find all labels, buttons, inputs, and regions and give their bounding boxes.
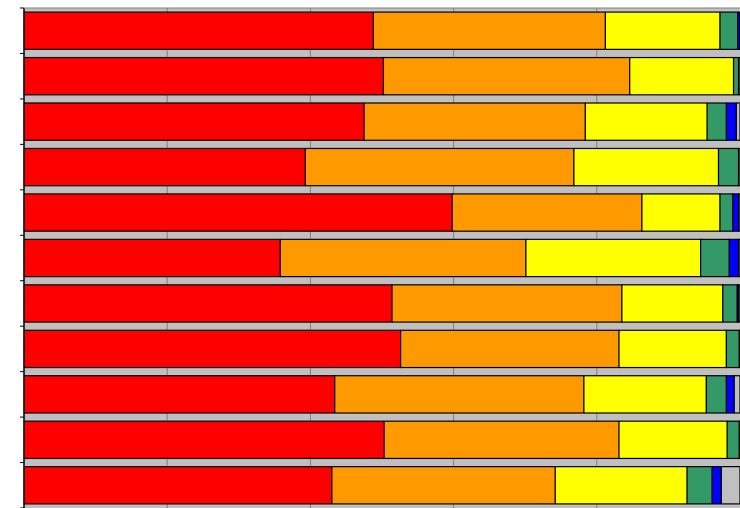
bar-segment [400,329,620,369]
bar-segment [726,420,740,460]
bar-segment [23,329,402,369]
bar-segment [334,375,585,414]
bar-segment [641,193,721,232]
bar-segment [573,147,720,187]
bar-segment [733,375,740,414]
bar-segment [717,147,740,187]
bar-segment [719,11,739,50]
bar-segment [604,11,721,50]
bar-segment [732,193,740,232]
bar-segment [705,375,727,414]
bar-segment [554,466,688,505]
bar-segment [23,193,453,232]
bar-segment [719,193,734,232]
bar-segment [706,102,727,141]
bar-segment [23,11,375,50]
bar-segment [23,420,385,460]
bar-segment [618,329,727,369]
bar-segment [383,420,620,460]
bar-segment [23,375,336,414]
bar-segment [382,56,631,96]
bar-segment [686,466,713,505]
bar-segment [331,466,556,505]
bar-segment [728,238,740,278]
bar-segment [725,329,740,369]
bar-segment [391,284,623,323]
bar-segment [279,238,527,278]
bar-segment [304,147,575,187]
bar-segment [732,56,740,96]
bar-segment [584,102,708,141]
bar-segment [722,284,738,323]
bar-segment [725,102,738,141]
bar-segment [451,193,643,232]
bar-segment [23,147,306,187]
bar-segment [711,466,722,505]
bar-segment [621,284,724,323]
bar-segment [618,420,728,460]
bar-segment [23,466,333,505]
bar-segment [720,466,740,505]
bar-segment [629,56,735,96]
bar-segment [23,56,385,96]
bar-segment [23,284,393,323]
bar-segment [23,238,281,278]
bar-segment [700,238,730,278]
bar-segment [725,375,735,414]
bar-segment [525,238,702,278]
bar-segment [23,102,365,141]
bar-segment [735,102,740,141]
bar-segment [363,102,586,141]
bar-segment [372,11,606,50]
bar-segment [583,375,707,414]
